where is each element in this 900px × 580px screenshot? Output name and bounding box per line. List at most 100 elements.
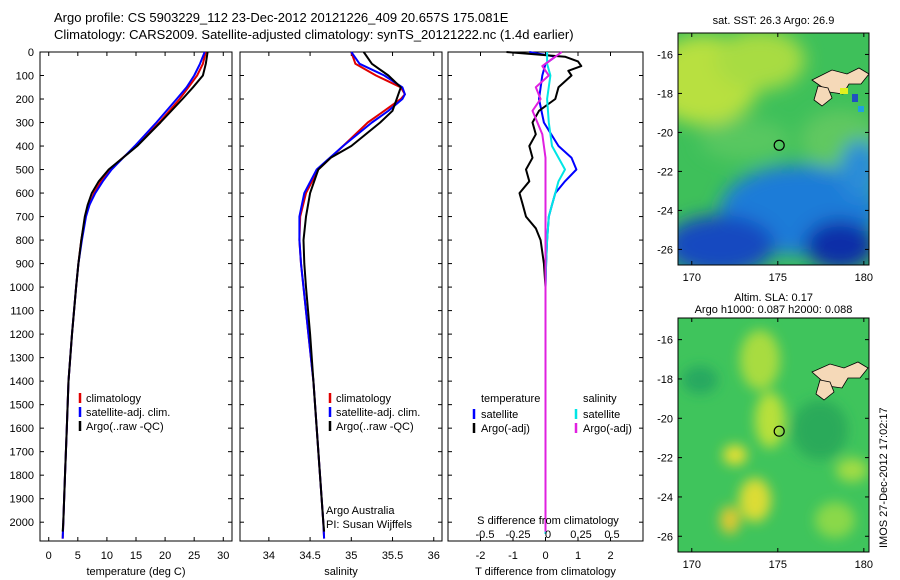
depth-tick-label: 200 xyxy=(16,94,34,106)
depth-tick-label: 1400 xyxy=(10,376,34,388)
sst_map-xtick-label: 170 xyxy=(683,272,701,284)
sst_map-ytick-label: -22 xyxy=(657,166,673,178)
depth-tick-label: 900 xyxy=(16,259,34,271)
sst_map-ytick-label: -26 xyxy=(657,244,673,256)
temperature-xtick-label: 5 xyxy=(75,550,81,562)
credit-line2: PI: Susan Wijffels xyxy=(326,519,412,531)
sla_map-ytick-label: -20 xyxy=(657,413,673,425)
difference-legend-header-s: salinity xyxy=(583,393,617,405)
sla-map-frame xyxy=(677,317,870,553)
difference-xtick-label: -2 xyxy=(476,550,486,562)
temperature-xtick-label: 25 xyxy=(188,550,200,562)
difference-xlabel: T difference from climatology xyxy=(475,566,616,578)
difference-xtick-label: 2 xyxy=(607,550,613,562)
sla_map-ytick-label: -24 xyxy=(657,492,673,504)
salinity-legend-label: satellite-adj. clim. xyxy=(336,407,420,419)
salinity-xtick-label: 35 xyxy=(345,550,357,562)
temperature-xtick-label: 0 xyxy=(46,550,52,562)
salinity-xtick-label: 35.5 xyxy=(382,550,403,562)
difference-xlabel-s: S difference from climatology xyxy=(477,515,619,527)
salinity-xtick-label: 36 xyxy=(428,550,440,562)
depth-tick-label: 1100 xyxy=(10,306,34,318)
depth-tick-label: 1300 xyxy=(10,353,34,365)
depth-tick-label: 300 xyxy=(16,118,34,130)
difference-series-line xyxy=(531,51,563,532)
salinity-legend-label: Argo(..raw -QC) xyxy=(336,421,414,433)
salinity-axes-frame xyxy=(239,51,443,542)
difference-xtick-s-label: 0 xyxy=(545,529,551,541)
sst-map-title: sat. SST: 26.3 Argo: 26.9 xyxy=(712,15,835,27)
timestamp: IMOS 27-Dec-2012 17:02:17 xyxy=(878,407,890,548)
depth-tick-label: 0 xyxy=(28,47,34,59)
depth-tick-label: 1600 xyxy=(10,423,34,435)
difference-series-line xyxy=(529,51,578,534)
difference-xtick-s-label: 0.25 xyxy=(570,529,591,541)
difference-legend-label-t: satellite xyxy=(481,409,518,421)
temperature-legend-label: satellite-adj. clim. xyxy=(86,407,170,419)
depth-tick-label: 1900 xyxy=(10,494,34,506)
sst_map-ytick-label: -16 xyxy=(657,49,673,61)
difference-xtick-s-label: -0.25 xyxy=(505,529,530,541)
depth-tick-label: 100 xyxy=(16,71,34,83)
salinity-series-line xyxy=(302,51,402,532)
temperature-series-line xyxy=(61,51,209,532)
difference-legend-header-t: temperature xyxy=(481,393,540,405)
depth-tick-label: 500 xyxy=(16,165,34,177)
sla_map-xtick-label: 180 xyxy=(855,559,873,571)
sla_map-ytick-label: -26 xyxy=(657,531,673,543)
depth-tick-label: 2000 xyxy=(10,517,34,529)
depth-tick-label: 1000 xyxy=(10,282,34,294)
depth-tick-label: 800 xyxy=(16,235,34,247)
temperature-xlabel: temperature (deg C) xyxy=(86,566,185,578)
depth-tick-label: 1700 xyxy=(10,447,34,459)
salinity-xtick-label: 34.5 xyxy=(299,550,320,562)
sst_map-argo-location-marker xyxy=(773,139,785,151)
temperature-xtick-label: 10 xyxy=(101,550,113,562)
salinity-legend-label: climatology xyxy=(336,393,392,405)
sst-map-field xyxy=(678,33,869,265)
difference-xtick-label: 0 xyxy=(542,550,548,562)
difference-legend-label-t: Argo(-adj) xyxy=(481,423,530,435)
salinity-series-line xyxy=(298,51,406,539)
temperature-legend-label: Argo(..raw -QC) xyxy=(86,421,164,433)
temperature-xtick-label: 20 xyxy=(159,550,171,562)
sst_map-xtick-label: 180 xyxy=(855,272,873,284)
difference-xtick-label: 1 xyxy=(575,550,581,562)
temperature-series-line xyxy=(61,51,206,539)
temperature-series-line xyxy=(61,51,207,539)
salinity-xtick-label: 34 xyxy=(263,550,275,562)
temperature-axes-frame xyxy=(39,51,233,542)
sst-map-frame xyxy=(677,32,870,266)
sla_map-xtick-label: 170 xyxy=(683,559,701,571)
depth-tick-label: 700 xyxy=(16,212,34,224)
salinity-xlabel: salinity xyxy=(324,566,358,578)
sla_map-argo-location-marker xyxy=(773,425,785,437)
temperature-xtick-label: 30 xyxy=(217,550,229,562)
sla-map-title: Altim. SLA: 0.17 xyxy=(734,292,813,304)
sla_map-ytick-label: -18 xyxy=(657,374,673,386)
temperature-xtick-label: 15 xyxy=(130,550,142,562)
credit-line1: Argo Australia xyxy=(326,505,395,517)
sst_map-ytick-label: -20 xyxy=(657,127,673,139)
difference-legend-label-s: satellite xyxy=(583,409,620,421)
temperature-legend-label: climatology xyxy=(86,393,142,405)
depth-tick-label: 1800 xyxy=(10,470,34,482)
sla_map-xtick-label: 175 xyxy=(769,559,787,571)
depth-tick-label: 400 xyxy=(16,141,34,153)
sla-map-subtitle: Argo h1000: 0.087 h2000: 0.088 xyxy=(694,304,853,316)
figure-title-line2: Climatology: CARS2009. Satellite-adjuste… xyxy=(54,27,574,42)
sst_map-xtick-label: 175 xyxy=(769,272,787,284)
sst_map-ytick-label: -18 xyxy=(657,88,673,100)
difference-xtick-label: -1 xyxy=(508,550,518,562)
sla_map-ytick-label: -22 xyxy=(657,453,673,465)
sla_map-ytick-label: -16 xyxy=(657,335,673,347)
difference-series-line xyxy=(544,52,566,534)
sla-map-field xyxy=(678,318,869,552)
figure-title-line1: Argo profile: CS 5903229_112 23-Dec-2012… xyxy=(54,10,509,25)
difference-xtick-s-label: -0.5 xyxy=(476,529,495,541)
depth-tick-label: 1500 xyxy=(10,400,34,412)
difference-xtick-s-label: 0.5 xyxy=(604,529,619,541)
depth-tick-label: 1200 xyxy=(10,329,34,341)
depth-tick-label: 600 xyxy=(16,188,34,200)
